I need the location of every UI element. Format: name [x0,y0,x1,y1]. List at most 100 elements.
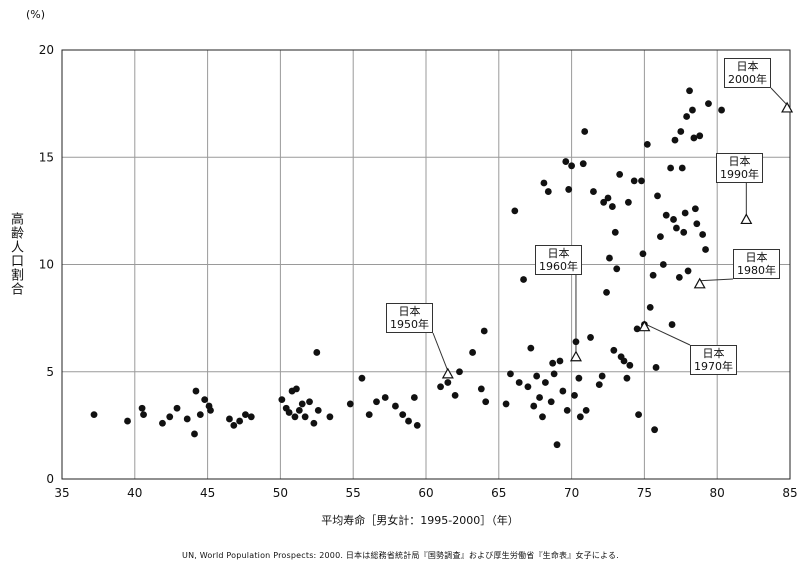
data-point [680,228,688,236]
data-point [410,394,418,401]
annotation-japan-1990: 日本 1990年 [716,153,763,183]
data-point [610,346,618,354]
data-point [306,398,313,406]
data-point [613,265,621,273]
data-point [527,344,535,352]
japan-point-triangle [781,101,794,113]
data-point [696,132,704,140]
y-tick-label: 0 [46,472,54,486]
x-tick-label: 50 [273,486,288,500]
data-point [686,87,693,95]
y-tick-label: 20 [39,43,54,57]
data-point [649,271,657,279]
data-point [559,387,567,395]
data-point [166,413,174,421]
annotation-leader-line [644,323,691,346]
annotation-country: 日本 [728,155,751,168]
x-axis-title: 平均寿命［男女計：1995-2000］（年） [321,514,519,527]
data-point [90,411,98,419]
data-point [681,209,689,217]
data-point [639,250,647,258]
data-point [392,402,399,410]
annotation-year: 1970年 [694,360,733,373]
data-point [630,177,638,185]
data-point [659,261,667,268]
data-point [563,406,571,414]
data-point [444,379,452,386]
data-point [511,207,519,215]
data-point [626,361,634,369]
data-point [684,267,692,275]
x-tick-label: 65 [491,486,506,500]
data-point [536,394,543,401]
data-point [565,186,573,193]
x-tick-label: 45 [200,486,215,500]
data-point [540,179,548,187]
data-point [477,385,485,393]
data-point [373,398,380,406]
data-point [293,385,300,393]
data-point [690,134,698,142]
data-point [173,404,181,412]
x-tick-label: 85 [782,486,797,500]
data-point [236,417,244,425]
data-point [230,421,238,429]
data-point [533,372,541,380]
annotation-country: 日本 [745,251,768,264]
data-point [295,406,303,414]
japan-point-triangle [569,350,582,362]
annotation-year: 1990年 [720,168,759,181]
data-point [313,349,321,356]
data-point [673,224,680,232]
data-point [678,164,686,172]
data-point [480,327,488,335]
data-point [683,113,691,120]
data-point [124,417,131,425]
data-point [579,160,587,168]
data-point [405,417,412,425]
data-point [544,188,552,195]
data-point [693,220,701,228]
data-point [547,398,555,406]
data-point [603,288,610,296]
annotation-country: 日本 [702,347,725,360]
x-tick-label: 75 [637,486,652,500]
data-point [298,400,306,408]
data-point [604,194,612,202]
data-point [572,338,580,346]
y-axis-title: 高齢人口割合 [8,212,23,296]
data-point [140,411,147,419]
data-point [192,387,200,395]
data-point [502,400,510,408]
annotation-japan-1950: 日本 1950年 [386,303,433,333]
data-point [520,276,527,283]
annotation-leader-line [770,87,788,106]
data-point [451,391,459,399]
data-point [301,413,309,421]
x-tick-label: 55 [346,486,361,500]
data-point [196,411,204,419]
annotation-japan-1970: 日本 1970年 [690,345,737,375]
data-point [326,413,334,421]
data-point [654,192,661,200]
annotation-year: 1980年 [737,264,776,277]
data-point [550,370,558,378]
y-tick-label: 15 [39,150,54,164]
data-point [576,413,584,421]
annotation-leader-line [432,332,449,372]
data-point [575,374,583,382]
data-point [207,406,214,414]
data-point [590,188,597,195]
data-point [691,205,699,213]
data-point [620,357,628,365]
japan-point-triangle [441,367,454,379]
data-point [138,404,146,412]
data-points [90,87,725,449]
data-point [553,441,561,449]
data-point [671,136,679,144]
data-point [183,415,191,423]
data-point [667,164,675,172]
annotation-japan-2000: 日本 2000年 [724,58,771,88]
data-point [346,400,354,408]
